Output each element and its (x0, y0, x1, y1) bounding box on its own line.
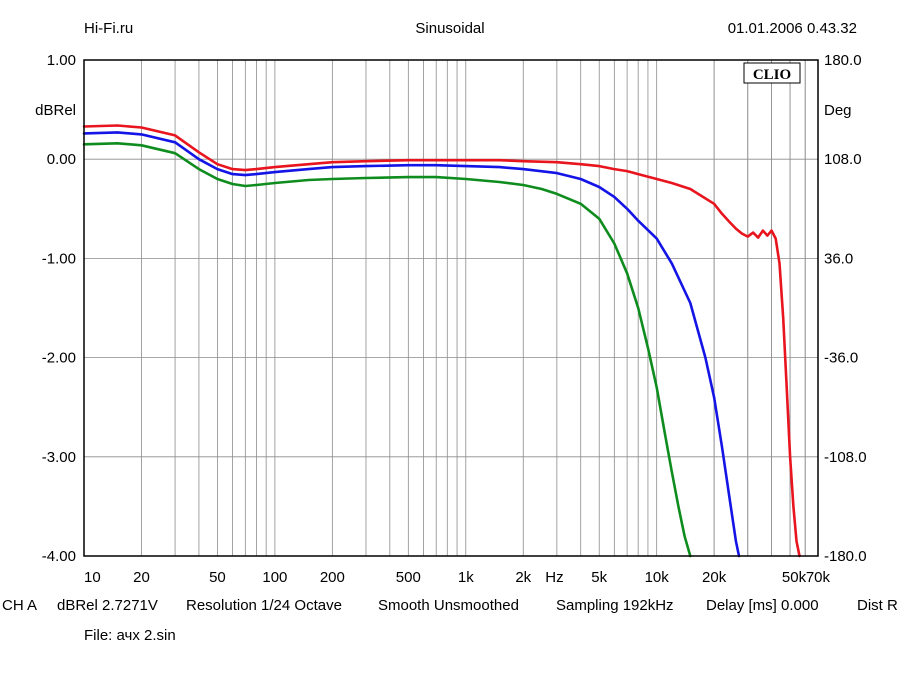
y-tick-label: -2.00 (42, 350, 76, 367)
y-tick-label: -4.00 (42, 548, 76, 565)
y-tick-label: 0.00 (47, 151, 76, 168)
x-tick-label: 50 (209, 569, 226, 586)
x-tick-label: 5k (591, 569, 607, 586)
y-tick-label: -3.00 (42, 449, 76, 466)
x-tick-label: 70k (806, 569, 831, 586)
chart-grid (84, 60, 818, 556)
clio-logo-text: CLIO (753, 67, 791, 83)
status-reference: dBRel 2.7271V (57, 597, 158, 614)
y-tick-label: 1.00 (47, 52, 76, 69)
status-channel: CH A (2, 597, 38, 614)
x-axis-unit: Hz (545, 569, 563, 586)
series-line-2 (82, 131, 741, 558)
status-resolution: Resolution 1/24 Octave (186, 597, 342, 614)
status-delay: Delay [ms] 0.000 (706, 597, 819, 614)
chart-series-layer (82, 124, 801, 558)
y-tick-label: -1.00 (42, 250, 76, 267)
y2-tick-label: 108.0 (824, 151, 862, 168)
header-datetime: 01.01.2006 0.43.32 (727, 20, 857, 37)
x-tick-label: 500 (396, 569, 421, 586)
x-tick-label: 50k (782, 569, 807, 586)
y2-tick-label: -108.0 (824, 449, 867, 466)
y2-tick-label: -36.0 (824, 350, 858, 367)
header-left-label: Hi-Fi.ru (84, 20, 134, 37)
x-tick-label: 200 (320, 569, 345, 586)
series-line-3 (82, 142, 692, 558)
plot-frame (83, 59, 819, 557)
status-sampling: Sampling 192kHz (556, 597, 674, 614)
series-line-1 (82, 124, 801, 558)
status-file-name: File: ачх 2.sin (84, 627, 176, 644)
y2-axis-label: Deg (824, 102, 852, 119)
x-tick-label: 100 (262, 569, 287, 586)
y2-tick-label: 36.0 (824, 250, 853, 267)
status-smoothing: Smooth Unsmoothed (378, 597, 519, 614)
x-tick-label: 2k (515, 569, 531, 586)
y2-tick-label: 180.0 (824, 52, 862, 69)
x-tick-label: 10 (84, 569, 101, 586)
chart-axis-labels: 1.00 0.00 -1.00 -2.00 -3.00 -4.00 180.0 108.0 36… (35, 52, 866, 586)
x-tick-label: 10k (645, 569, 670, 586)
y2-tick-label: -180.0 (824, 548, 867, 565)
x-tick-label: 20 (133, 569, 150, 586)
status-distortion: Dist R (857, 597, 898, 614)
y-axis-label: dBRel (35, 102, 76, 119)
header-measurement-type: Sinusoidal (415, 20, 485, 37)
clio-logo: CLIO (743, 62, 801, 84)
x-tick-label: 1k (458, 569, 474, 586)
x-tick-label: 20k (702, 569, 727, 586)
